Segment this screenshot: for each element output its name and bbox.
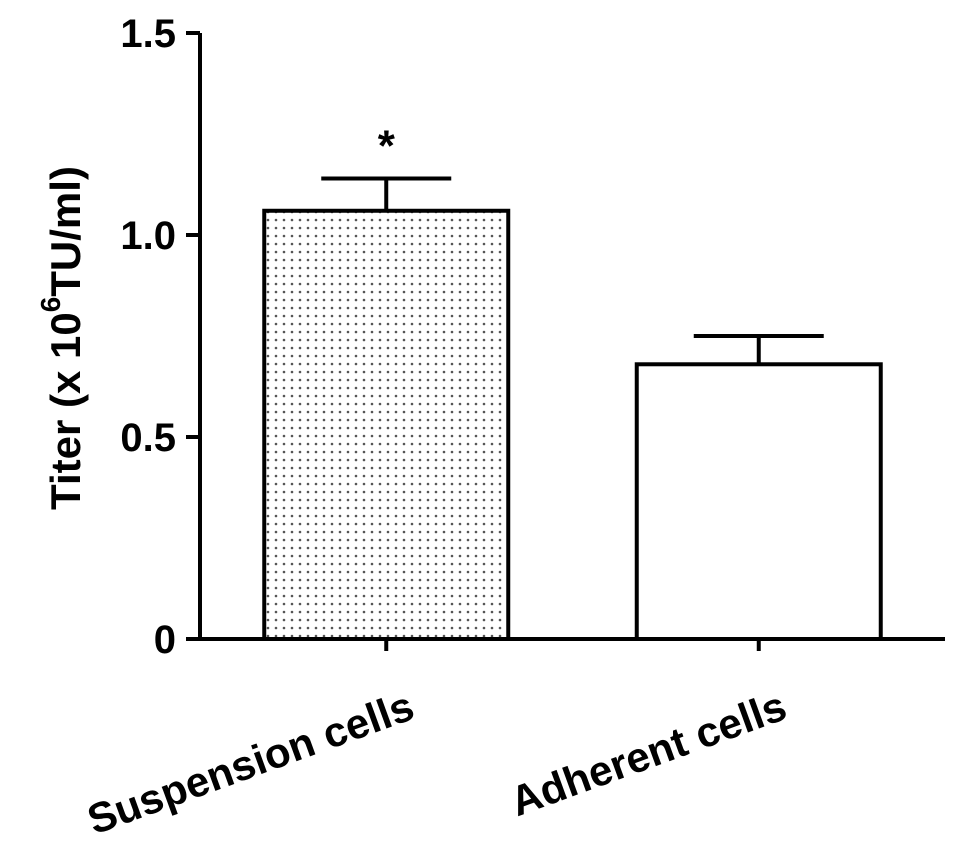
x-category-label: Suspension cells — [81, 682, 420, 841]
y-axis-title: Titer (x 106TU/ml) — [35, 166, 89, 510]
significance-marker: * — [378, 121, 396, 170]
bar-suspension-cells — [262, 208, 511, 641]
y-axis-title-superscript: 6 — [35, 297, 66, 313]
y-axis-title-prefix: Titer (x 10 — [42, 312, 89, 510]
bars — [262, 176, 883, 641]
y-tick-label: 1.0 — [120, 214, 176, 258]
y-tick-label: 0 — [154, 618, 176, 662]
y-tick-label: 0.5 — [120, 416, 176, 460]
bar-adherent-cells — [634, 362, 883, 641]
axes — [186, 31, 945, 651]
y-axis-title-suffix: TU/ml) — [42, 166, 89, 297]
y-tick-label: 1.5 — [120, 12, 176, 56]
x-category-label: Adherent cells — [504, 682, 792, 825]
